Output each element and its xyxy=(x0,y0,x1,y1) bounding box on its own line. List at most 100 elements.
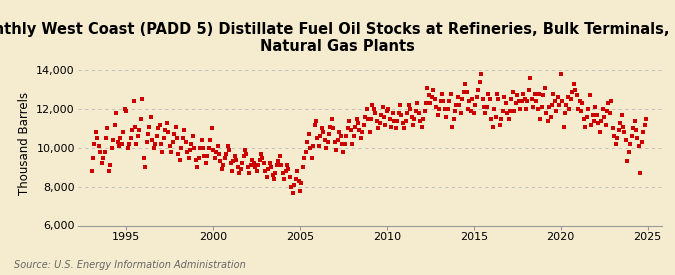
Point xyxy=(446,91,456,96)
Point xyxy=(219,155,230,160)
Point xyxy=(568,82,579,86)
Point xyxy=(228,159,239,164)
Point xyxy=(510,101,521,105)
Point xyxy=(298,165,308,169)
Point xyxy=(202,153,213,158)
Point xyxy=(144,124,155,129)
Point xyxy=(554,103,565,107)
Point xyxy=(435,99,446,103)
Point xyxy=(518,91,529,96)
Point xyxy=(471,95,482,100)
Point xyxy=(431,105,441,109)
Point xyxy=(464,99,475,103)
Point xyxy=(90,130,101,134)
Point xyxy=(605,111,616,115)
Point xyxy=(587,113,598,117)
Point xyxy=(227,169,238,173)
Point xyxy=(215,159,226,164)
Point xyxy=(302,140,313,144)
Point xyxy=(217,167,227,171)
Point xyxy=(380,122,391,127)
Point xyxy=(97,161,107,166)
Point xyxy=(160,128,171,133)
Point xyxy=(406,115,417,119)
Point xyxy=(274,153,285,158)
Point xyxy=(629,119,640,123)
Point xyxy=(487,124,498,129)
Point xyxy=(277,171,288,175)
Point xyxy=(485,97,495,101)
Point xyxy=(183,155,194,160)
Point xyxy=(266,165,277,169)
Y-axis label: Thousand Barrels: Thousand Barrels xyxy=(18,91,30,195)
Point xyxy=(148,146,159,150)
Point xyxy=(296,181,307,185)
Point xyxy=(625,142,636,146)
Point xyxy=(427,95,437,100)
Point xyxy=(346,128,356,133)
Point xyxy=(251,169,262,173)
Point xyxy=(340,142,350,146)
Point xyxy=(608,126,618,131)
Point xyxy=(425,101,436,105)
Point xyxy=(246,163,256,167)
Point xyxy=(441,115,452,119)
Point xyxy=(113,144,124,148)
Point xyxy=(236,167,246,171)
Point xyxy=(151,134,162,138)
Point xyxy=(289,183,300,187)
Point xyxy=(93,144,104,148)
Point xyxy=(402,111,412,115)
Point xyxy=(270,171,281,175)
Point xyxy=(489,107,500,111)
Point xyxy=(634,144,645,148)
Point xyxy=(612,136,622,140)
Point xyxy=(589,119,599,123)
Point xyxy=(622,159,632,164)
Point xyxy=(161,120,172,125)
Point xyxy=(127,128,138,133)
Point xyxy=(108,138,119,142)
Point xyxy=(537,105,547,109)
Point xyxy=(213,152,224,156)
Point xyxy=(264,161,275,166)
Point xyxy=(438,99,449,103)
Point xyxy=(638,130,649,134)
Point xyxy=(98,155,109,160)
Point xyxy=(322,140,333,144)
Point xyxy=(192,165,202,169)
Point xyxy=(577,101,588,105)
Point xyxy=(574,99,585,103)
Point xyxy=(618,124,628,129)
Point xyxy=(551,109,562,113)
Point xyxy=(157,150,168,154)
Point xyxy=(344,119,354,123)
Point xyxy=(200,161,211,166)
Point xyxy=(596,119,607,123)
Point xyxy=(179,128,190,133)
Point xyxy=(357,130,368,134)
Point xyxy=(347,142,358,146)
Point xyxy=(170,124,181,129)
Point xyxy=(512,93,522,98)
Point xyxy=(131,142,142,146)
Point xyxy=(538,93,549,98)
Point xyxy=(379,115,389,119)
Point xyxy=(443,99,454,103)
Point xyxy=(88,155,99,160)
Point xyxy=(448,117,459,121)
Point xyxy=(286,185,297,189)
Point xyxy=(250,165,261,169)
Point xyxy=(362,117,373,121)
Point xyxy=(173,152,184,156)
Point xyxy=(626,134,637,138)
Point xyxy=(531,99,541,103)
Point xyxy=(570,87,580,92)
Point xyxy=(386,124,397,129)
Point xyxy=(630,128,641,133)
Point xyxy=(552,95,563,100)
Point xyxy=(325,124,336,129)
Point xyxy=(472,87,483,92)
Point xyxy=(167,140,178,144)
Point xyxy=(188,134,198,138)
